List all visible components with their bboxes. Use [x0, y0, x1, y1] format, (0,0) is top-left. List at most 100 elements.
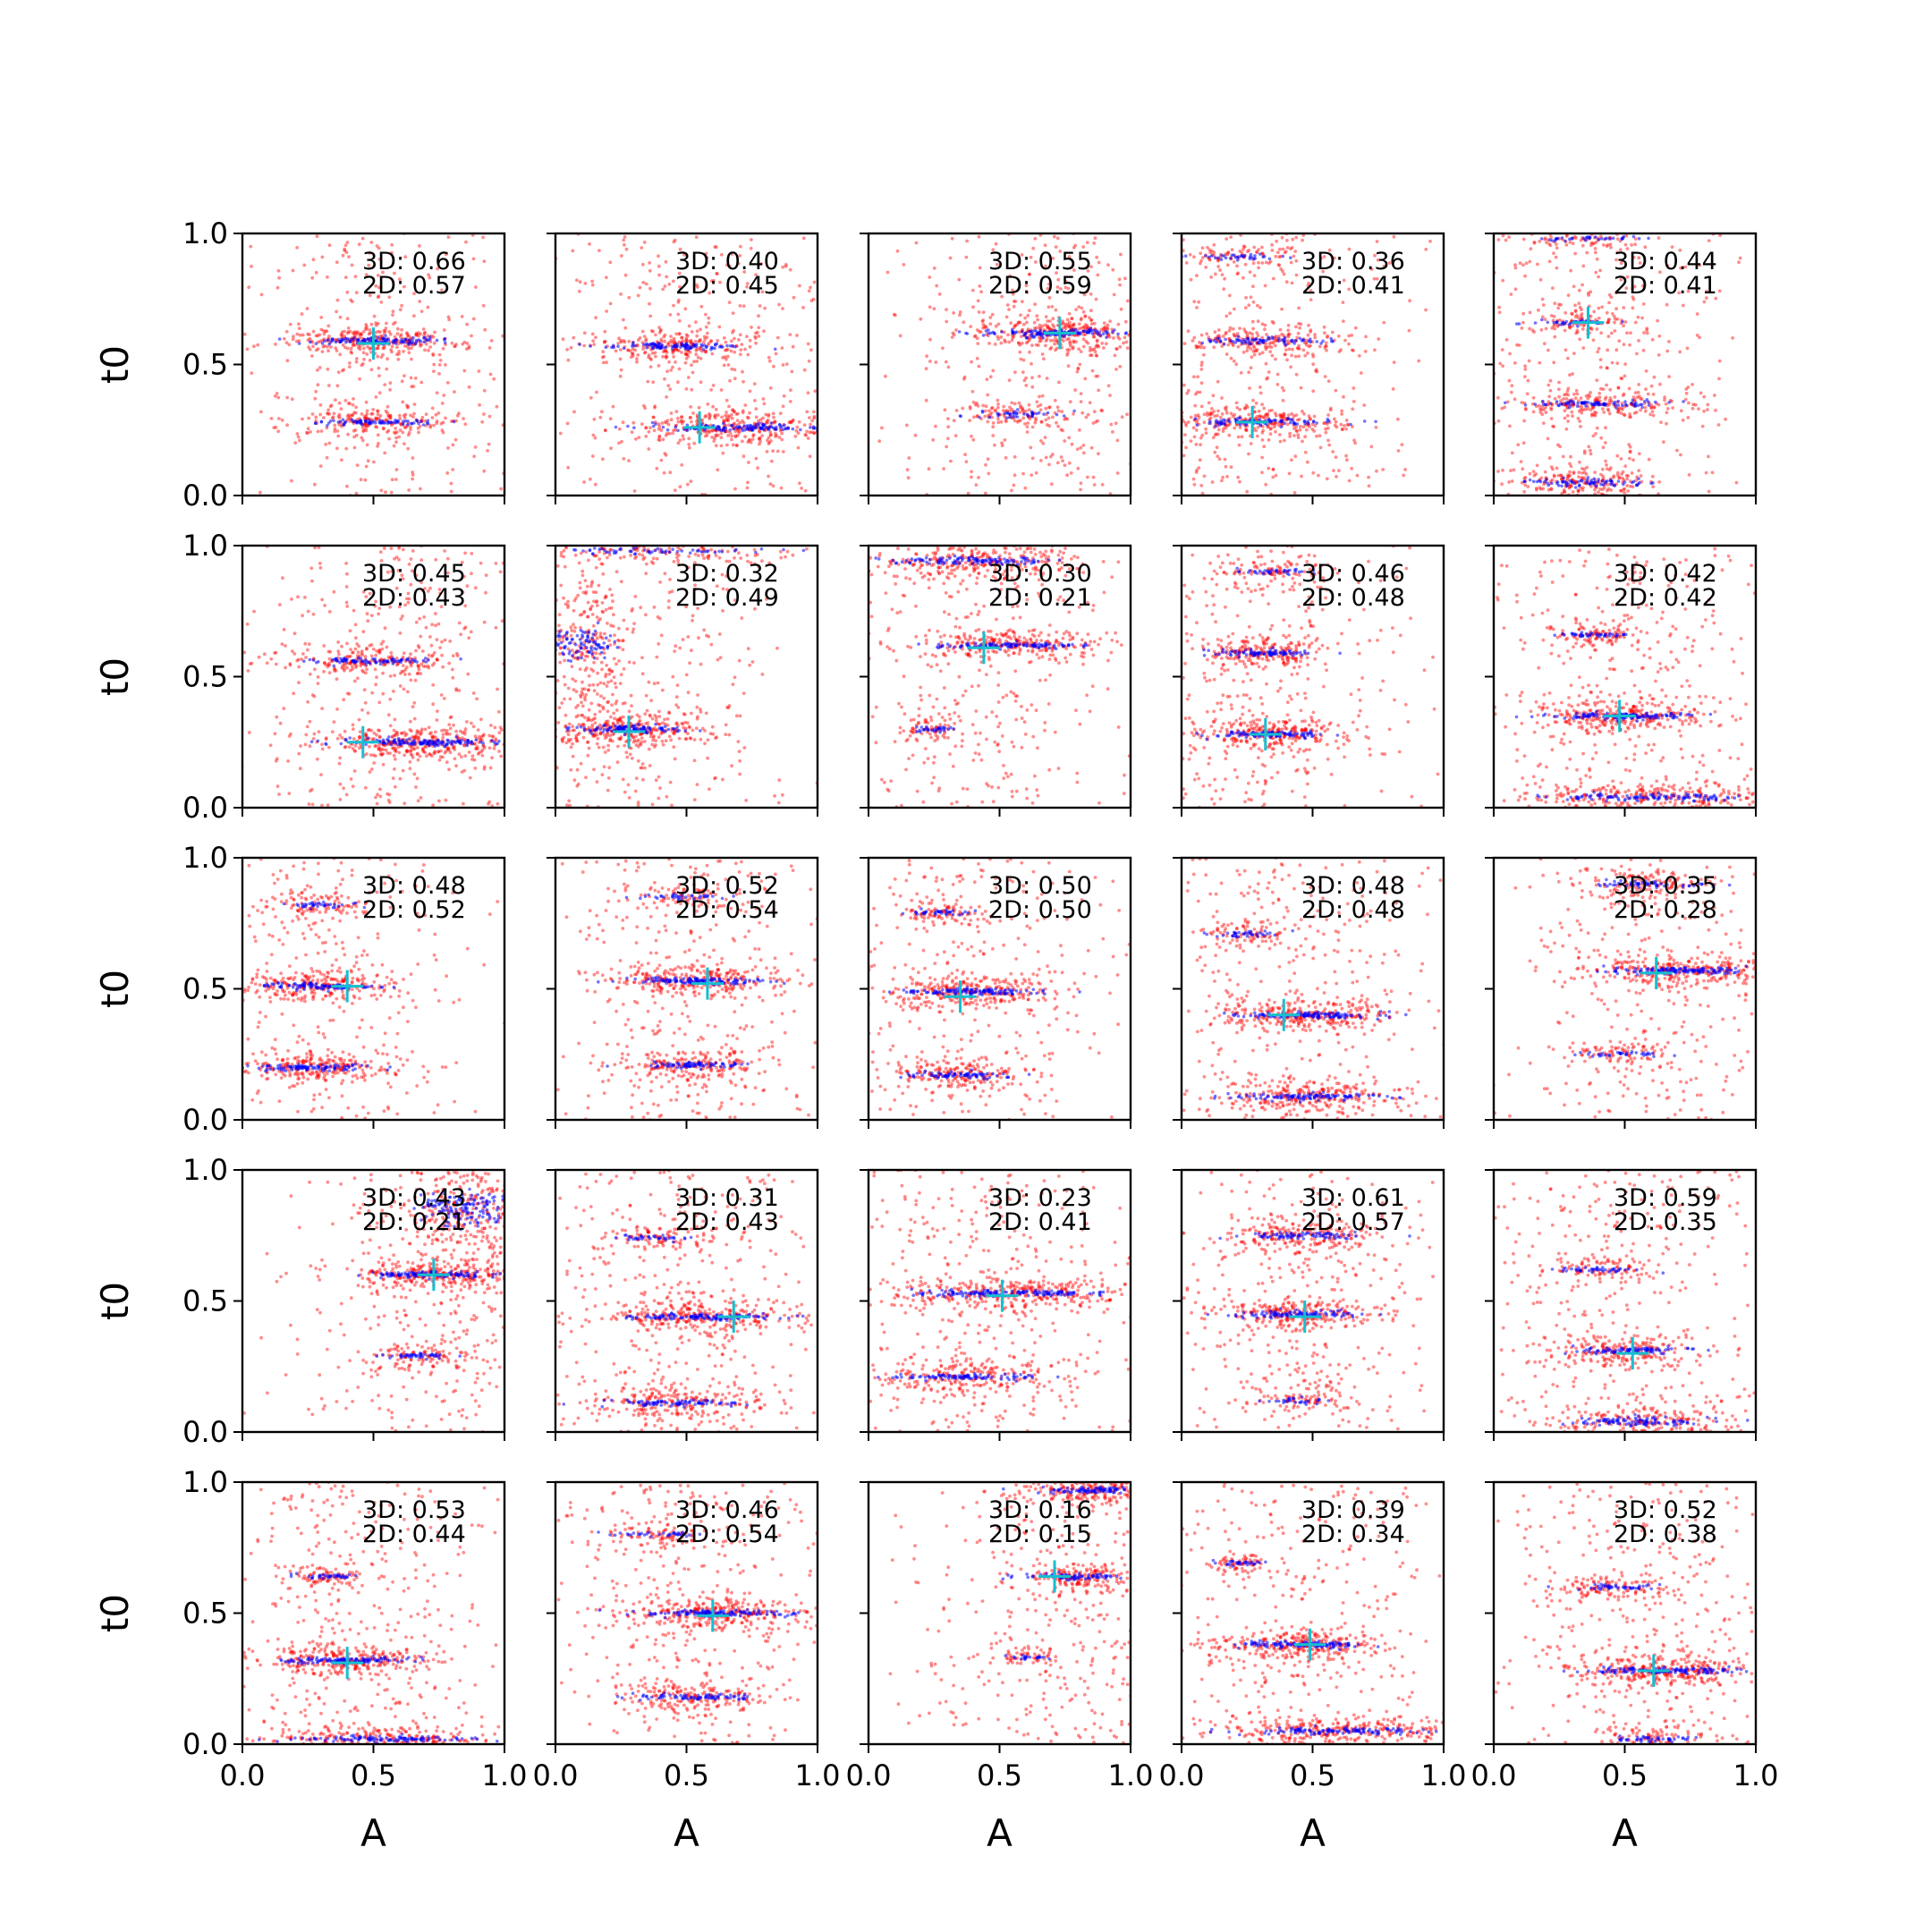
sample-3d-point	[672, 336, 676, 341]
sample-3d-point	[1616, 408, 1621, 412]
sample-3d-point	[1238, 249, 1242, 253]
sample-3d-point	[1315, 434, 1318, 438]
sample-3d-point	[1260, 261, 1265, 265]
sample-3d-point	[422, 331, 427, 335]
sample-3d-point	[822, 245, 826, 249]
sample-3d-point	[672, 240, 676, 244]
sample-3d-point	[1271, 467, 1275, 471]
sample-3d-point	[1621, 470, 1625, 474]
sample-3d-point	[1216, 334, 1221, 337]
sample-3d-point	[1698, 335, 1701, 340]
sample-3d-point	[1532, 241, 1537, 245]
sample-2d-point	[1042, 412, 1046, 416]
sample-2d-point	[811, 425, 816, 429]
sample-3d-point	[1222, 287, 1226, 292]
sample-3d-point	[1656, 318, 1659, 323]
sample-3d-point	[620, 254, 623, 258]
sample-3d-point	[673, 238, 677, 242]
sample-3d-point	[1156, 325, 1159, 328]
sample-3d-point	[686, 354, 691, 359]
sample-3d-point	[359, 478, 363, 482]
sample-3d-point	[773, 419, 776, 424]
sample-3d-point	[1192, 255, 1196, 259]
sample-3d-point	[582, 480, 586, 484]
sample-3d-point	[1026, 421, 1030, 425]
sample-3d-point	[1097, 260, 1101, 265]
sample-3d-point	[1529, 247, 1533, 251]
sample-3d-point	[566, 465, 571, 470]
sample-3d-point	[1035, 326, 1039, 330]
sample-3d-point	[693, 339, 698, 343]
sample-3d-point	[644, 435, 648, 438]
sample-3d-point	[1055, 346, 1059, 351]
sample-3d-point	[726, 419, 730, 423]
sample-3d-point	[1220, 396, 1224, 400]
sample-3d-point	[420, 415, 425, 419]
sample-3d-point	[1243, 406, 1248, 411]
sample-3d-point	[1063, 463, 1067, 468]
sample-3d-point	[1013, 419, 1017, 423]
sample-2d-point	[343, 420, 348, 424]
sample-3d-point	[411, 477, 414, 481]
sample-3d-point	[1632, 411, 1637, 415]
sample-3d-point	[1002, 404, 1006, 409]
sample-3d-point	[1216, 428, 1221, 432]
sample-3d-point	[829, 428, 833, 432]
sample-3d-point	[387, 295, 392, 300]
sample-3d-point	[427, 273, 430, 277]
sample-3d-point	[1051, 317, 1055, 321]
sample-3d-point	[577, 289, 581, 293]
sample-3d-point	[733, 368, 737, 372]
sample-3d-point	[375, 425, 379, 429]
sample-3d-point	[1079, 318, 1083, 322]
sample-2d-point	[426, 338, 429, 343]
sample-3d-point	[1561, 496, 1564, 500]
sample-3d-point	[801, 306, 805, 309]
sample-3d-point	[1083, 377, 1088, 381]
sample-3d-point	[708, 429, 711, 433]
sample-3d-point	[363, 478, 368, 482]
sample-3d-point	[1233, 334, 1238, 338]
sample-3d-point	[1257, 266, 1260, 270]
sample-3d-point	[1350, 348, 1354, 352]
sample-3d-point	[435, 419, 439, 423]
sample-2d-point	[383, 337, 387, 342]
sample-3d-point	[1039, 439, 1043, 443]
sample-3d-point	[1809, 367, 1812, 370]
sample-3d-point	[1086, 269, 1090, 273]
sample-3d-point	[1595, 257, 1599, 261]
sample-3d-point	[353, 411, 358, 415]
sample-3d-point	[672, 303, 675, 308]
sample-3d-point	[383, 383, 387, 386]
sample-3d-point	[994, 242, 998, 246]
sample-3d-point	[365, 411, 369, 416]
sample-3d-point	[414, 334, 419, 337]
sample-3d-point	[1285, 246, 1290, 250]
sample-3d-point	[756, 466, 759, 470]
sample-3d-point	[1565, 389, 1570, 394]
sample-2d-point	[1267, 418, 1271, 421]
sample-3d-point	[382, 328, 386, 333]
sample-3d-point	[1118, 365, 1123, 369]
sample-3d-point	[1594, 240, 1598, 244]
sample-3d-point	[1504, 338, 1509, 342]
sample-3d-point	[603, 329, 607, 334]
sample-3d-point	[1013, 473, 1017, 478]
sample-3d-point	[789, 420, 793, 425]
sample-3d-point	[445, 471, 450, 475]
sample-3d-point	[360, 236, 365, 241]
sample-3d-point	[1225, 263, 1230, 267]
sample-3d-point	[1095, 343, 1098, 347]
sample-3d-point	[674, 360, 677, 364]
sample-3d-point	[1186, 420, 1191, 424]
sample-3d-point	[745, 284, 749, 289]
sample-3d-point	[1509, 292, 1513, 296]
sample-3d-point	[1267, 342, 1272, 345]
sample-3d-point	[1311, 389, 1316, 394]
sample-3d-point	[1096, 273, 1100, 277]
sample-3d-point	[361, 429, 366, 434]
sample-3d-point	[800, 487, 803, 490]
sample-3d-point	[1610, 360, 1614, 365]
sample-3d-point	[285, 423, 289, 428]
sample-3d-point	[1291, 237, 1295, 242]
